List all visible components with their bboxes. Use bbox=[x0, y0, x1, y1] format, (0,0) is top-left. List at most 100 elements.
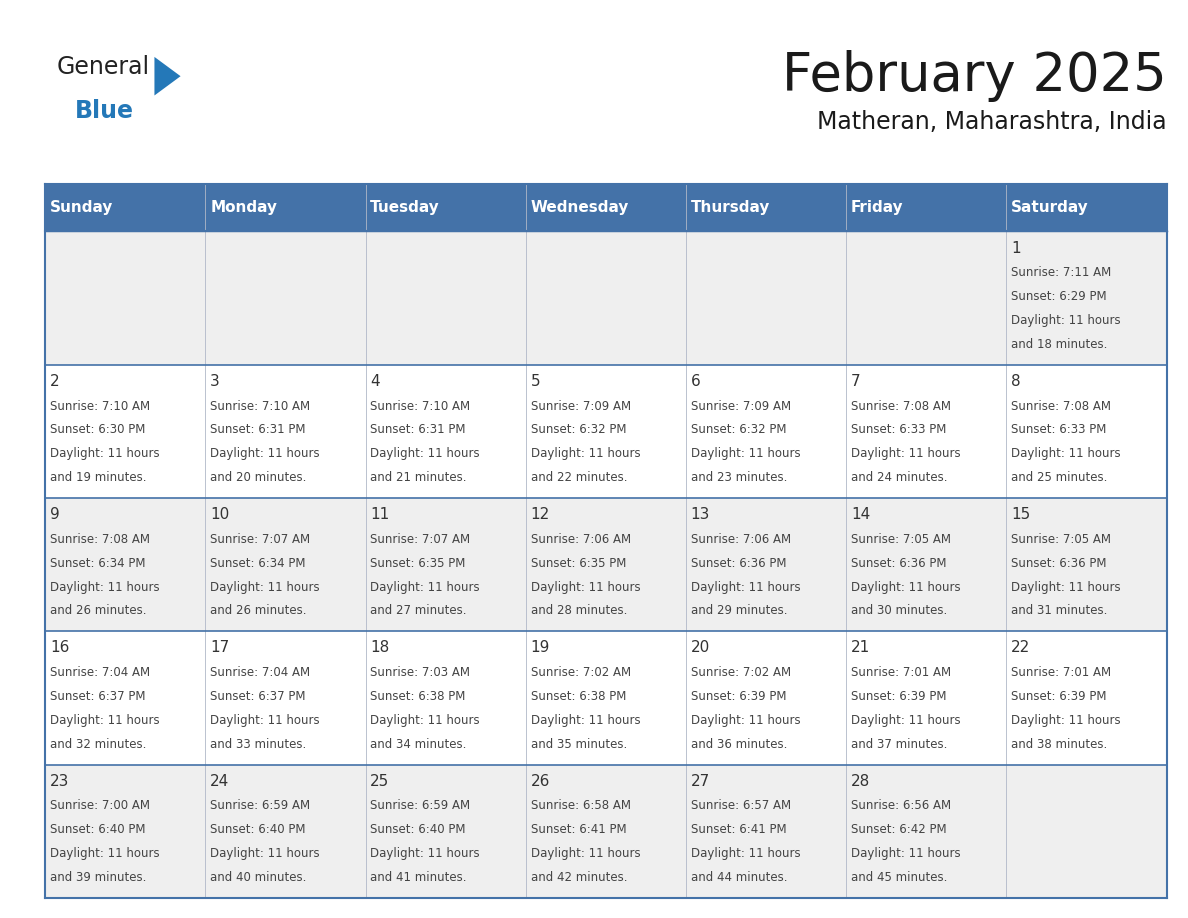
Bar bbox=[45, 184, 206, 231]
Text: Daylight: 11 hours: Daylight: 11 hours bbox=[531, 847, 640, 860]
Text: Sunset: 6:37 PM: Sunset: 6:37 PM bbox=[50, 690, 145, 703]
Text: Sunset: 6:38 PM: Sunset: 6:38 PM bbox=[531, 690, 626, 703]
Text: Sunset: 6:33 PM: Sunset: 6:33 PM bbox=[1011, 423, 1106, 436]
Text: 27: 27 bbox=[690, 774, 710, 789]
Text: and 38 minutes.: and 38 minutes. bbox=[1011, 738, 1107, 751]
Text: 10: 10 bbox=[210, 507, 229, 522]
Text: and 28 minutes.: and 28 minutes. bbox=[531, 604, 627, 618]
Text: and 20 minutes.: and 20 minutes. bbox=[210, 471, 307, 484]
Bar bbox=[45, 632, 1167, 765]
Text: 4: 4 bbox=[371, 374, 380, 389]
Text: Sunset: 6:36 PM: Sunset: 6:36 PM bbox=[1011, 556, 1107, 570]
Text: Sunrise: 7:05 AM: Sunrise: 7:05 AM bbox=[1011, 532, 1111, 546]
Bar bbox=[45, 364, 1167, 498]
Text: Daylight: 11 hours: Daylight: 11 hours bbox=[371, 580, 480, 594]
Text: and 41 minutes.: and 41 minutes. bbox=[371, 871, 467, 884]
Text: 21: 21 bbox=[851, 641, 871, 655]
Text: Sunset: 6:40 PM: Sunset: 6:40 PM bbox=[50, 823, 145, 836]
Text: Daylight: 11 hours: Daylight: 11 hours bbox=[210, 580, 320, 594]
Text: Daylight: 11 hours: Daylight: 11 hours bbox=[531, 714, 640, 727]
Text: 23: 23 bbox=[50, 774, 69, 789]
Text: 17: 17 bbox=[210, 641, 229, 655]
Text: Daylight: 11 hours: Daylight: 11 hours bbox=[50, 447, 159, 460]
Text: and 30 minutes.: and 30 minutes. bbox=[851, 604, 947, 618]
Text: and 33 minutes.: and 33 minutes. bbox=[210, 738, 307, 751]
Text: 12: 12 bbox=[531, 507, 550, 522]
Text: Daylight: 11 hours: Daylight: 11 hours bbox=[1011, 447, 1120, 460]
Text: Sunrise: 7:08 AM: Sunrise: 7:08 AM bbox=[50, 532, 150, 546]
Text: Sunrise: 7:01 AM: Sunrise: 7:01 AM bbox=[851, 666, 952, 679]
Text: Sunset: 6:29 PM: Sunset: 6:29 PM bbox=[1011, 290, 1107, 303]
Text: 3: 3 bbox=[210, 374, 220, 389]
Text: and 42 minutes.: and 42 minutes. bbox=[531, 871, 627, 884]
Text: Sunset: 6:38 PM: Sunset: 6:38 PM bbox=[371, 690, 466, 703]
Text: Sunrise: 7:07 AM: Sunrise: 7:07 AM bbox=[210, 532, 310, 546]
Bar bbox=[45, 498, 1167, 632]
Text: Thursday: Thursday bbox=[690, 200, 770, 215]
Text: 13: 13 bbox=[690, 507, 710, 522]
Text: and 23 minutes.: and 23 minutes. bbox=[690, 471, 788, 484]
Text: and 26 minutes.: and 26 minutes. bbox=[210, 604, 307, 618]
Text: Sunrise: 6:58 AM: Sunrise: 6:58 AM bbox=[531, 800, 631, 812]
Text: 14: 14 bbox=[851, 507, 871, 522]
Text: Daylight: 11 hours: Daylight: 11 hours bbox=[531, 447, 640, 460]
Text: Sunset: 6:35 PM: Sunset: 6:35 PM bbox=[371, 556, 466, 570]
Text: Daylight: 11 hours: Daylight: 11 hours bbox=[851, 714, 961, 727]
Text: 1: 1 bbox=[1011, 241, 1020, 255]
Text: and 25 minutes.: and 25 minutes. bbox=[1011, 471, 1107, 484]
Text: and 27 minutes.: and 27 minutes. bbox=[371, 604, 467, 618]
Text: 11: 11 bbox=[371, 507, 390, 522]
Text: 9: 9 bbox=[50, 507, 59, 522]
Text: Sunrise: 7:11 AM: Sunrise: 7:11 AM bbox=[1011, 266, 1112, 279]
Text: Sunset: 6:35 PM: Sunset: 6:35 PM bbox=[531, 556, 626, 570]
Text: Sunset: 6:30 PM: Sunset: 6:30 PM bbox=[50, 423, 145, 436]
Text: Sunrise: 7:08 AM: Sunrise: 7:08 AM bbox=[1011, 399, 1111, 412]
Text: and 32 minutes.: and 32 minutes. bbox=[50, 738, 146, 751]
Text: Sunrise: 7:00 AM: Sunrise: 7:00 AM bbox=[50, 800, 150, 812]
Text: 18: 18 bbox=[371, 641, 390, 655]
Text: 5: 5 bbox=[531, 374, 541, 389]
Text: Sunset: 6:31 PM: Sunset: 6:31 PM bbox=[210, 423, 305, 436]
Text: Sunset: 6:41 PM: Sunset: 6:41 PM bbox=[690, 823, 786, 836]
Text: Sunrise: 6:57 AM: Sunrise: 6:57 AM bbox=[690, 800, 791, 812]
Text: Daylight: 11 hours: Daylight: 11 hours bbox=[1011, 314, 1120, 327]
Text: Sunset: 6:36 PM: Sunset: 6:36 PM bbox=[851, 556, 947, 570]
Text: Sunrise: 6:59 AM: Sunrise: 6:59 AM bbox=[371, 800, 470, 812]
Text: 22: 22 bbox=[1011, 641, 1030, 655]
Text: Sunset: 6:40 PM: Sunset: 6:40 PM bbox=[210, 823, 305, 836]
Text: 2: 2 bbox=[50, 374, 59, 389]
Text: Sunrise: 7:04 AM: Sunrise: 7:04 AM bbox=[210, 666, 310, 679]
Text: Daylight: 11 hours: Daylight: 11 hours bbox=[531, 580, 640, 594]
Text: Monday: Monday bbox=[210, 200, 277, 215]
Text: 19: 19 bbox=[531, 641, 550, 655]
Text: and 37 minutes.: and 37 minutes. bbox=[851, 738, 947, 751]
Text: 8: 8 bbox=[1011, 374, 1020, 389]
Text: Blue: Blue bbox=[75, 99, 134, 123]
Text: and 39 minutes.: and 39 minutes. bbox=[50, 871, 146, 884]
Text: Tuesday: Tuesday bbox=[371, 200, 440, 215]
Bar bbox=[526, 184, 685, 231]
Bar bbox=[206, 184, 366, 231]
Text: Sunrise: 7:09 AM: Sunrise: 7:09 AM bbox=[690, 399, 791, 412]
Text: Daylight: 11 hours: Daylight: 11 hours bbox=[1011, 714, 1120, 727]
Text: Daylight: 11 hours: Daylight: 11 hours bbox=[851, 580, 961, 594]
Text: Daylight: 11 hours: Daylight: 11 hours bbox=[1011, 580, 1120, 594]
Text: and 22 minutes.: and 22 minutes. bbox=[531, 471, 627, 484]
Text: and 40 minutes.: and 40 minutes. bbox=[210, 871, 307, 884]
Text: Sunset: 6:40 PM: Sunset: 6:40 PM bbox=[371, 823, 466, 836]
Text: Saturday: Saturday bbox=[1011, 200, 1089, 215]
Text: Sunset: 6:32 PM: Sunset: 6:32 PM bbox=[690, 423, 786, 436]
Text: Friday: Friday bbox=[851, 200, 904, 215]
Text: Sunrise: 7:07 AM: Sunrise: 7:07 AM bbox=[371, 532, 470, 546]
Text: Sunset: 6:39 PM: Sunset: 6:39 PM bbox=[1011, 690, 1107, 703]
Text: Daylight: 11 hours: Daylight: 11 hours bbox=[851, 447, 961, 460]
Text: Sunrise: 7:06 AM: Sunrise: 7:06 AM bbox=[690, 532, 791, 546]
Text: Sunrise: 7:08 AM: Sunrise: 7:08 AM bbox=[851, 399, 952, 412]
Text: Sunset: 6:32 PM: Sunset: 6:32 PM bbox=[531, 423, 626, 436]
Text: Daylight: 11 hours: Daylight: 11 hours bbox=[210, 447, 320, 460]
Text: and 45 minutes.: and 45 minutes. bbox=[851, 871, 947, 884]
Text: and 19 minutes.: and 19 minutes. bbox=[50, 471, 146, 484]
Text: Sunrise: 7:10 AM: Sunrise: 7:10 AM bbox=[210, 399, 310, 412]
Text: Sunset: 6:36 PM: Sunset: 6:36 PM bbox=[690, 556, 786, 570]
Text: February 2025: February 2025 bbox=[782, 50, 1167, 103]
